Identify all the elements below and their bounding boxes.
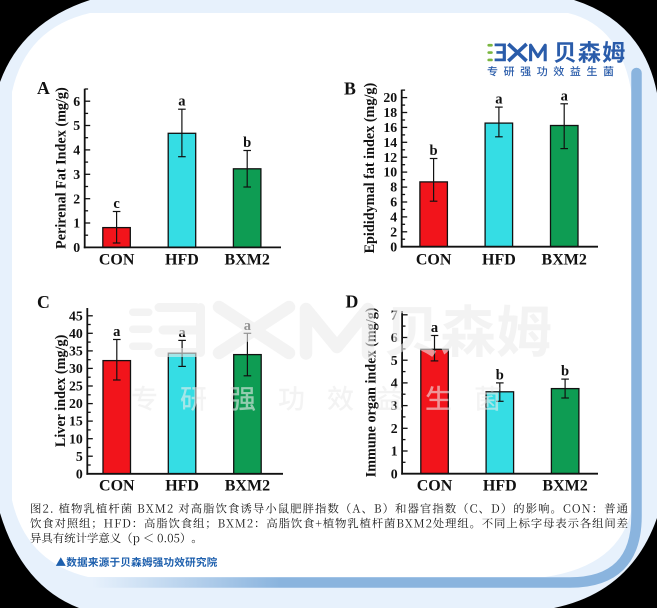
svg-text:4: 4 — [73, 143, 80, 158]
svg-text:35: 35 — [69, 344, 83, 359]
svg-text:20: 20 — [69, 396, 83, 411]
svg-text:a: a — [431, 320, 439, 336]
svg-text:b: b — [496, 367, 504, 383]
svg-text:BXM2: BXM2 — [225, 252, 270, 269]
svg-text:20: 20 — [383, 90, 397, 105]
svg-text:5: 5 — [76, 449, 83, 464]
svg-text:2: 2 — [390, 224, 397, 239]
svg-text:BXM2: BXM2 — [225, 478, 270, 495]
svg-text:4: 4 — [390, 210, 397, 225]
svg-text:BXM2: BXM2 — [542, 252, 587, 269]
svg-text:a: a — [561, 88, 569, 104]
svg-text:a: a — [178, 94, 186, 110]
svg-text:10: 10 — [383, 165, 397, 180]
svg-text:HFD: HFD — [165, 252, 199, 269]
svg-text:5: 5 — [391, 353, 398, 368]
svg-text:CON: CON — [417, 478, 453, 495]
svg-text:A: A — [37, 78, 50, 98]
svg-text:1: 1 — [73, 216, 80, 231]
svg-text:0: 0 — [391, 466, 398, 481]
svg-text:5: 5 — [73, 118, 80, 133]
svg-text:10: 10 — [69, 431, 83, 446]
svg-text:0: 0 — [76, 466, 83, 481]
svg-text:6: 6 — [73, 94, 80, 109]
svg-text:HFD: HFD — [483, 478, 517, 495]
svg-text:0: 0 — [73, 240, 80, 255]
svg-text:25: 25 — [69, 379, 83, 394]
svg-text:Liver index (mg/g): Liver index (mg/g) — [53, 334, 69, 447]
svg-text:C: C — [37, 292, 50, 312]
svg-text:D: D — [346, 292, 359, 312]
svg-text:15: 15 — [69, 414, 83, 429]
svg-text:14: 14 — [383, 135, 397, 150]
svg-text:a: a — [113, 324, 121, 340]
svg-text:c: c — [113, 196, 120, 212]
svg-text:BXM2: BXM2 — [542, 478, 587, 495]
svg-text:18: 18 — [383, 105, 397, 120]
svg-text:6: 6 — [390, 195, 397, 210]
svg-text:HFD: HFD — [165, 478, 199, 495]
svg-text:1: 1 — [391, 444, 398, 459]
svg-text:3: 3 — [391, 398, 398, 413]
svg-text:3: 3 — [73, 167, 80, 182]
svg-text:12: 12 — [383, 150, 397, 165]
svg-text:4: 4 — [391, 376, 398, 391]
svg-text:30: 30 — [69, 361, 83, 376]
svg-text:40: 40 — [69, 326, 83, 341]
svg-text:Epididymal fat index (mg/g): Epididymal fat index (mg/g) — [362, 83, 378, 254]
svg-text:45: 45 — [69, 308, 83, 323]
svg-text:b: b — [561, 364, 569, 380]
svg-text:Perirenal Fat Index (mg/g): Perirenal Fat Index (mg/g) — [54, 87, 70, 249]
svg-text:2: 2 — [391, 421, 398, 436]
svg-text:a: a — [495, 92, 503, 108]
svg-text:b: b — [430, 143, 438, 159]
svg-text:CON: CON — [99, 252, 135, 269]
svg-text:HFD: HFD — [482, 252, 516, 269]
svg-text:B: B — [344, 79, 356, 99]
svg-text:CON: CON — [416, 252, 452, 269]
svg-text:16: 16 — [383, 120, 397, 135]
svg-text:8: 8 — [390, 180, 397, 195]
svg-text:b: b — [243, 135, 251, 151]
svg-text:2: 2 — [73, 191, 80, 206]
svg-text:CON: CON — [99, 478, 135, 495]
svg-text:0: 0 — [390, 239, 397, 254]
